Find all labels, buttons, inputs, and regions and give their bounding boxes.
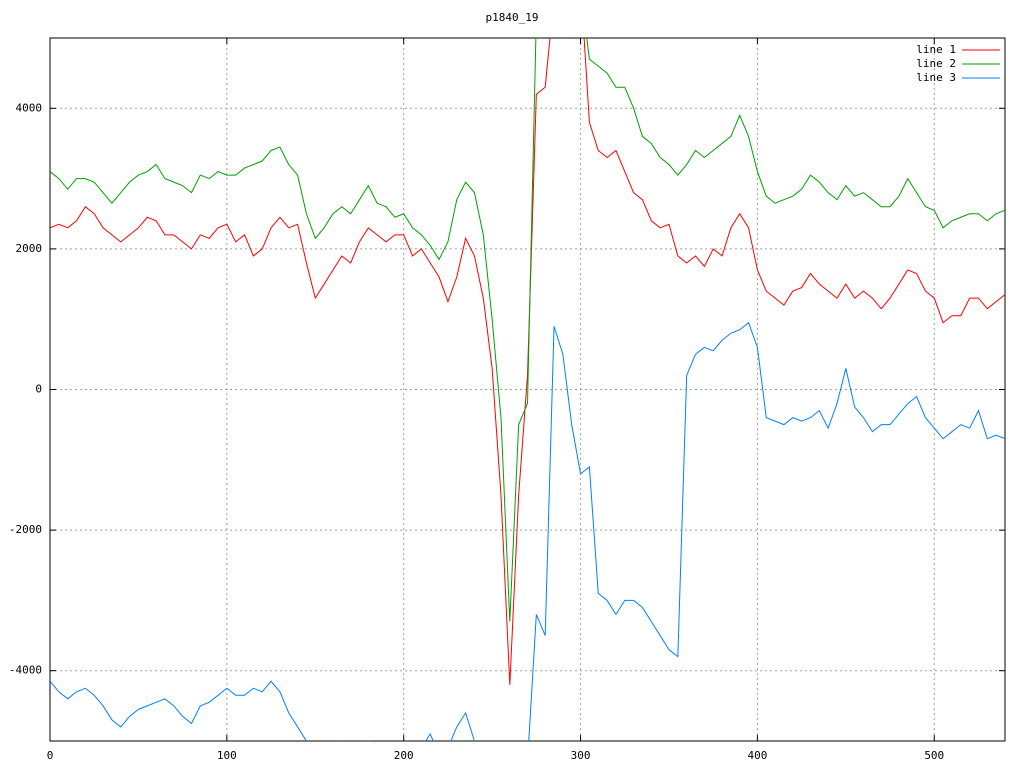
y-tick-label: 4000 [16,101,43,114]
plot-area [50,38,1005,685]
x-tick-label: 0 [47,749,54,762]
plot-area [50,38,1005,622]
plot-frame [49,37,1006,742]
plot-area [50,321,1005,741]
x-tick-label: 500 [924,749,944,762]
legend-label: line 1 [916,43,956,56]
x-tick-label: 100 [217,749,237,762]
x-tick-label: 400 [747,749,767,762]
x-tick-label: 300 [571,749,591,762]
legend-label: line 2 [916,57,956,70]
y-tick-label: -2000 [9,523,42,536]
x-tick-label: 200 [394,749,414,762]
y-tick-label: -4000 [9,664,42,677]
y-tick-label: 0 [35,383,42,396]
line-series [50,38,1005,685]
line-series [50,38,1005,622]
chart-title: p1840_19 [486,11,539,24]
legend-label: line 3 [916,71,956,84]
line-series [50,321,1005,741]
y-tick-label: 2000 [16,242,43,255]
